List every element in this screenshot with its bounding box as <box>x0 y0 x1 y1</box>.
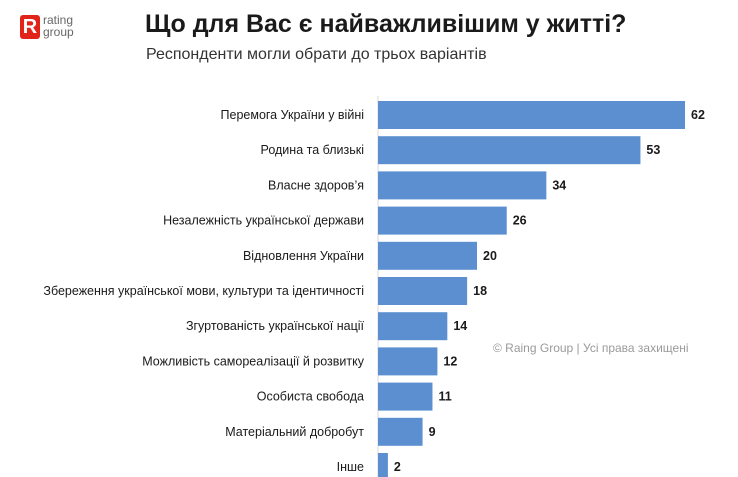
value-label: 53 <box>646 143 660 157</box>
category-label: Відновлення України <box>243 249 364 263</box>
bar <box>378 241 478 270</box>
bar <box>378 453 388 477</box>
value-label: 12 <box>443 354 457 368</box>
logo-text-line1: rating <box>43 13 74 27</box>
chart-title: Що для Вас є найважливішим у житті? <box>145 10 627 38</box>
bar <box>378 136 641 165</box>
value-label: 2 <box>394 460 401 474</box>
category-label: Незалежність української держави <box>163 214 364 228</box>
brand-logo: R rating group <box>20 12 86 42</box>
bar <box>378 347 438 376</box>
value-label: 20 <box>483 249 497 263</box>
bar <box>378 312 448 341</box>
category-label: Згуртованість української нації <box>186 319 365 333</box>
value-label: 62 <box>691 108 705 122</box>
category-label: Родина та близькі <box>261 143 364 157</box>
logo-text: rating group <box>43 14 74 38</box>
logo-text-line2: group <box>43 25 74 39</box>
watermark: © Raing Group | Усі права захищені <box>493 341 689 355</box>
category-label: Власне здоров’я <box>268 178 364 192</box>
category-label: Інше <box>337 460 364 474</box>
category-label: Перемога України у війні <box>221 108 364 122</box>
bar <box>378 206 507 235</box>
bar <box>378 171 547 200</box>
value-label: 34 <box>552 178 566 192</box>
bar <box>378 417 423 446</box>
bar <box>378 277 468 305</box>
value-label: 18 <box>473 284 487 298</box>
bars-group: Перемога України у війні 62 Родина та близ… <box>43 101 705 477</box>
value-label: 14 <box>453 319 467 333</box>
category-label: Матеріальний добробут <box>225 425 364 439</box>
chart-subtitle: Респонденти могли обрати до трьох варіан… <box>146 46 487 63</box>
category-label: Можливість самореалізації й розвитку <box>142 354 365 368</box>
bar <box>378 382 433 411</box>
category-label: Особиста свобода <box>257 390 364 404</box>
category-label: Збереження української мови, культури та… <box>43 284 364 298</box>
logo-mark: R <box>20 15 40 39</box>
value-label: 11 <box>438 390 451 404</box>
value-label: 9 <box>429 425 436 439</box>
value-label: 26 <box>513 214 527 228</box>
bar <box>378 101 685 129</box>
